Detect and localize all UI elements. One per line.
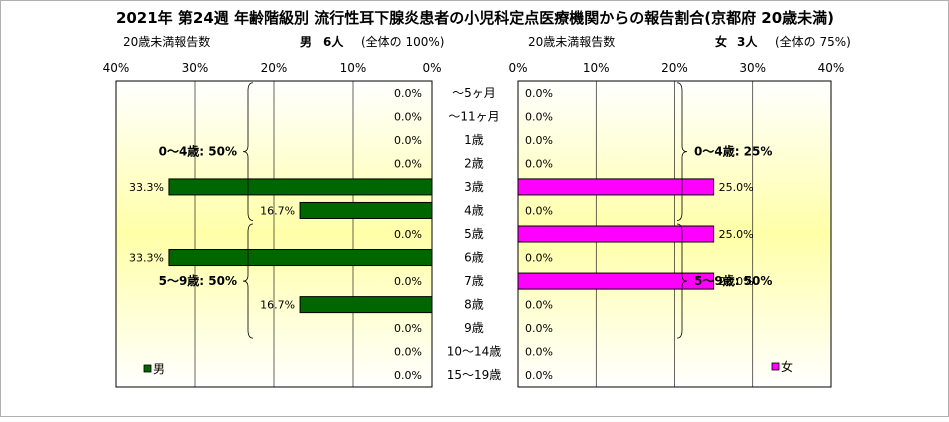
- left-bar: [168, 178, 433, 196]
- right-brace: [676, 82, 688, 221]
- right-bars: [517, 178, 715, 290]
- category-label: 8歳: [464, 298, 484, 312]
- right-data-label: 0.0%: [525, 346, 553, 359]
- left-data-label: 33.3%: [129, 181, 164, 194]
- left-bar: [299, 201, 433, 219]
- category-label: 1歳: [464, 133, 484, 147]
- left-annotations: 0〜4歳: 50% 5〜9歳: 50%: [159, 82, 254, 339]
- right-tick-label: 10%: [583, 61, 610, 75]
- left-data-label: 0.0%: [394, 369, 422, 382]
- right-header-sex: 女: [715, 34, 727, 49]
- right-tick-label: 0%: [508, 61, 527, 75]
- category-label: 2歳: [464, 156, 484, 170]
- right-data-label: 25.0%: [719, 275, 754, 288]
- right-data-label: 0.0%: [525, 204, 553, 217]
- chart-title: 2021年 第24週 年齢階級別 流行性耳下腺炎患者の小児科定点医療機関からの報…: [116, 9, 834, 27]
- left-annotation-label: 5〜9歳: 50%: [159, 273, 237, 288]
- left-tick-label: 30%: [182, 61, 209, 75]
- right-data-labels: 0.0% 0.0% 0.0% 0.0% 25.0% 0.0% 25.0% 0.0% 25.0% 0…: [525, 87, 754, 382]
- right-data-label: 0.0%: [525, 110, 553, 123]
- right-bar: [517, 225, 715, 243]
- left-axis-ticks: 40% 30% 20% 10% 0%: [103, 61, 442, 75]
- left-data-label: 0.0%: [394, 134, 422, 147]
- left-data-labels: 0.0% 0.0% 0.0% 0.0% 33.3% 16.7% 0.0% 33.3% 0.0% 1…: [129, 87, 422, 382]
- right-data-label: 25.0%: [719, 228, 754, 241]
- left-brace: [242, 223, 254, 339]
- category-label: 6歳: [464, 251, 484, 265]
- right-data-label: 0.0%: [525, 252, 553, 265]
- category-labels: 〜5ヶ月〜11ヶ月 1歳 2歳 3歳 4歳 5歳 6歳 7歳 8歳 9歳 10〜14歳 15〜19歳: [447, 86, 502, 382]
- category-label: 15〜19歳: [447, 368, 502, 382]
- left-header-prefix: 20歳未満報告数: [123, 34, 210, 49]
- right-legend-label: 女: [781, 359, 793, 374]
- right-data-label: 0.0%: [525, 134, 553, 147]
- left-header-count: 6人: [323, 34, 344, 49]
- right-tick-label: 40%: [818, 61, 845, 75]
- right-header-count: 3人: [737, 34, 758, 49]
- right-data-label: 0.0%: [525, 369, 553, 382]
- right-annotations: 0〜4歳: 25% 5〜9歳: 50%: [676, 82, 772, 339]
- left-header-total: (全体の 100%): [361, 34, 445, 49]
- left-legend-label: 男: [153, 362, 165, 376]
- right-data-label: 0.0%: [525, 157, 553, 170]
- right-brace: [676, 223, 688, 339]
- category-label: 5歳: [464, 227, 484, 241]
- left-annotation-label: 0〜4歳: 50%: [159, 144, 237, 159]
- left-brace: [242, 82, 254, 221]
- right-data-label: 25.0%: [719, 181, 754, 194]
- left-legend: 男: [143, 362, 165, 376]
- right-legend: 女: [771, 359, 793, 374]
- left-header: 20歳未満報告数 男 6人 (全体の 100%): [123, 34, 445, 49]
- category-label: 9歳: [464, 321, 484, 335]
- right-axis-ticks: 0% 10% 20% 30% 40%: [508, 61, 844, 75]
- left-data-label: 0.0%: [394, 322, 422, 335]
- left-data-label: 0.0%: [394, 157, 422, 170]
- left-legend-swatch: [143, 364, 152, 373]
- left-data-label: 16.7%: [260, 299, 295, 312]
- right-annotation-label: 5〜9歳: 50%: [694, 273, 772, 288]
- left-tick-label: 20%: [261, 61, 288, 75]
- left-data-label: 33.3%: [129, 252, 164, 265]
- right-bar: [517, 272, 715, 290]
- right-legend-swatch: [771, 362, 780, 371]
- left-data-label: 0.0%: [394, 275, 422, 288]
- category-label: 10〜14歳: [447, 345, 502, 359]
- category-label: 4歳: [464, 203, 484, 217]
- left-data-label: 0.0%: [394, 87, 422, 100]
- left-tick-label: 10%: [340, 61, 367, 75]
- left-data-label: 0.0%: [394, 228, 422, 241]
- left-bar: [299, 296, 433, 314]
- right-data-label: 0.0%: [525, 299, 553, 312]
- category-label: 〜11ヶ月: [448, 109, 499, 123]
- right-annotation-label: 0〜4歳: 25%: [694, 144, 772, 159]
- right-bar: [517, 178, 715, 196]
- right-tick-label: 30%: [739, 61, 766, 75]
- left-tick-label: 0%: [422, 61, 441, 75]
- left-data-label: 16.7%: [260, 204, 295, 217]
- left-bar: [168, 249, 433, 267]
- right-header: 20歳未満報告数 女 3人 (全体の 75%): [528, 34, 851, 49]
- left-data-label: 0.0%: [394, 110, 422, 123]
- right-header-total: (全体の 75%): [775, 34, 851, 49]
- category-label: 7歳: [464, 274, 484, 288]
- left-data-label: 0.0%: [394, 346, 422, 359]
- right-data-label: 0.0%: [525, 322, 553, 335]
- right-header-prefix: 20歳未満報告数: [528, 34, 615, 49]
- right-tick-label: 20%: [661, 61, 688, 75]
- left-gridlines: [194, 81, 354, 387]
- category-label: 3歳: [464, 180, 484, 194]
- category-label: 〜5ヶ月: [452, 86, 496, 100]
- left-bars: [168, 178, 433, 314]
- left-header-sex: 男: [300, 35, 312, 49]
- right-data-label: 0.0%: [525, 87, 553, 100]
- left-tick-label: 40%: [103, 61, 130, 75]
